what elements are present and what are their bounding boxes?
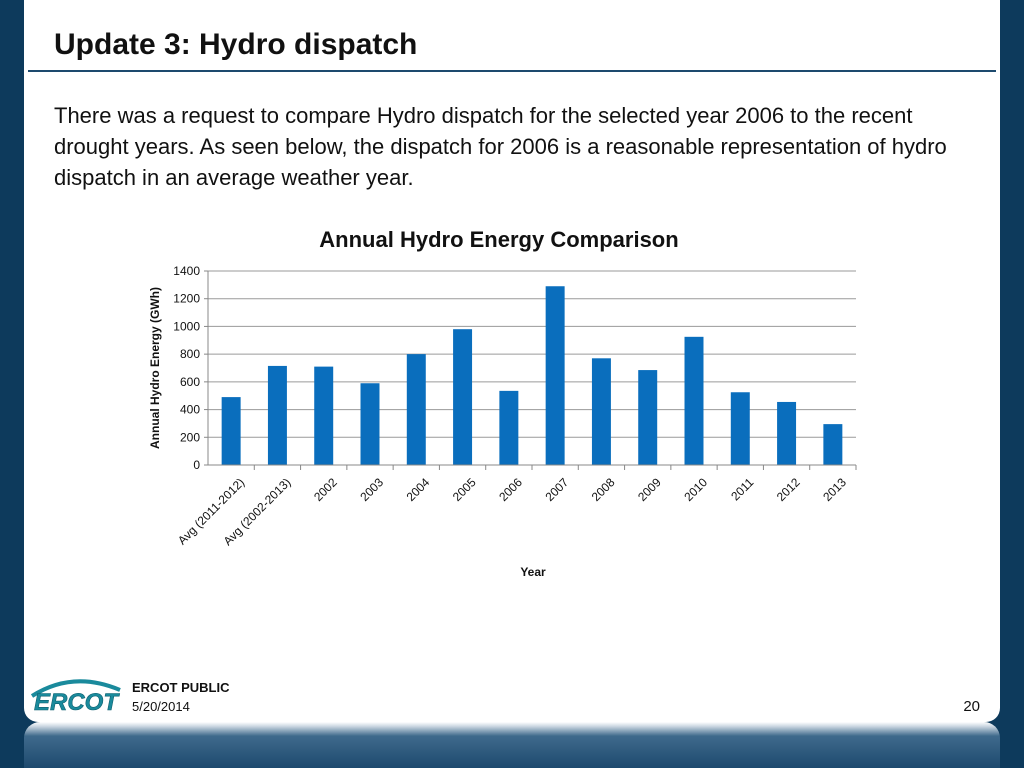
- x-tick-label: 2011: [728, 475, 756, 503]
- bar: [360, 383, 380, 465]
- bar: [406, 354, 426, 465]
- slide: Update 3: Hydro dispatch There was a req…: [24, 0, 1000, 722]
- x-tick-label: 2009: [635, 475, 664, 504]
- y-tick-label: 1000: [173, 319, 200, 333]
- y-tick-label: 1400: [173, 264, 200, 278]
- x-tick-label: 2006: [496, 475, 525, 504]
- slide-body-text: There was a request to compare Hydro dis…: [54, 103, 947, 190]
- ercot-logo: ERCOT: [30, 679, 121, 716]
- x-tick-label: 2010: [681, 475, 710, 504]
- y-axis-label: Annual Hydro Energy (GWh): [148, 287, 162, 449]
- x-tick-label: 2012: [774, 475, 803, 504]
- x-tick-label: 2003: [357, 475, 386, 504]
- bar: [221, 397, 241, 465]
- y-tick-label: 200: [180, 430, 200, 444]
- bar: [314, 366, 334, 465]
- bar: [777, 401, 797, 465]
- y-tick-label: 1200: [173, 292, 200, 306]
- bar: [591, 358, 611, 465]
- title-divider: [28, 70, 996, 72]
- bar: [638, 370, 658, 465]
- bar: [499, 390, 519, 465]
- x-tick-label: 2008: [589, 475, 618, 504]
- slide-title: Update 3: Hydro dispatch: [54, 28, 418, 61]
- logo-text: ERCOT: [34, 689, 120, 716]
- bar: [453, 329, 473, 465]
- page-number: 20: [963, 698, 980, 715]
- x-tick-label: 2005: [450, 475, 479, 504]
- x-tick-label: 2004: [404, 475, 433, 504]
- y-tick-label: 600: [180, 375, 200, 389]
- bar: [545, 286, 565, 465]
- x-tick-label: 2002: [311, 475, 340, 504]
- chart-title: Annual Hydro Energy Comparison: [319, 227, 678, 252]
- bar-chart: Annual Hydro Energy Comparison 0 200 400 60…: [148, 227, 857, 579]
- x-axis-label: Year: [520, 565, 546, 579]
- footer-date: 5/20/2014: [132, 699, 190, 714]
- x-tick-label: 2013: [820, 475, 849, 504]
- bar: [267, 365, 287, 465]
- x-tick-label: 2007: [542, 475, 571, 504]
- y-tick-label: 400: [180, 403, 200, 417]
- bar: [823, 424, 843, 465]
- footer-band: [24, 722, 1000, 768]
- bar: [684, 336, 704, 465]
- footer-classification: ERCOT PUBLIC: [132, 680, 230, 695]
- y-tick-label: 800: [180, 347, 200, 361]
- bar: [730, 392, 750, 465]
- logo-swoosh-icon: [30, 679, 121, 698]
- y-tick-label: 0: [193, 458, 200, 472]
